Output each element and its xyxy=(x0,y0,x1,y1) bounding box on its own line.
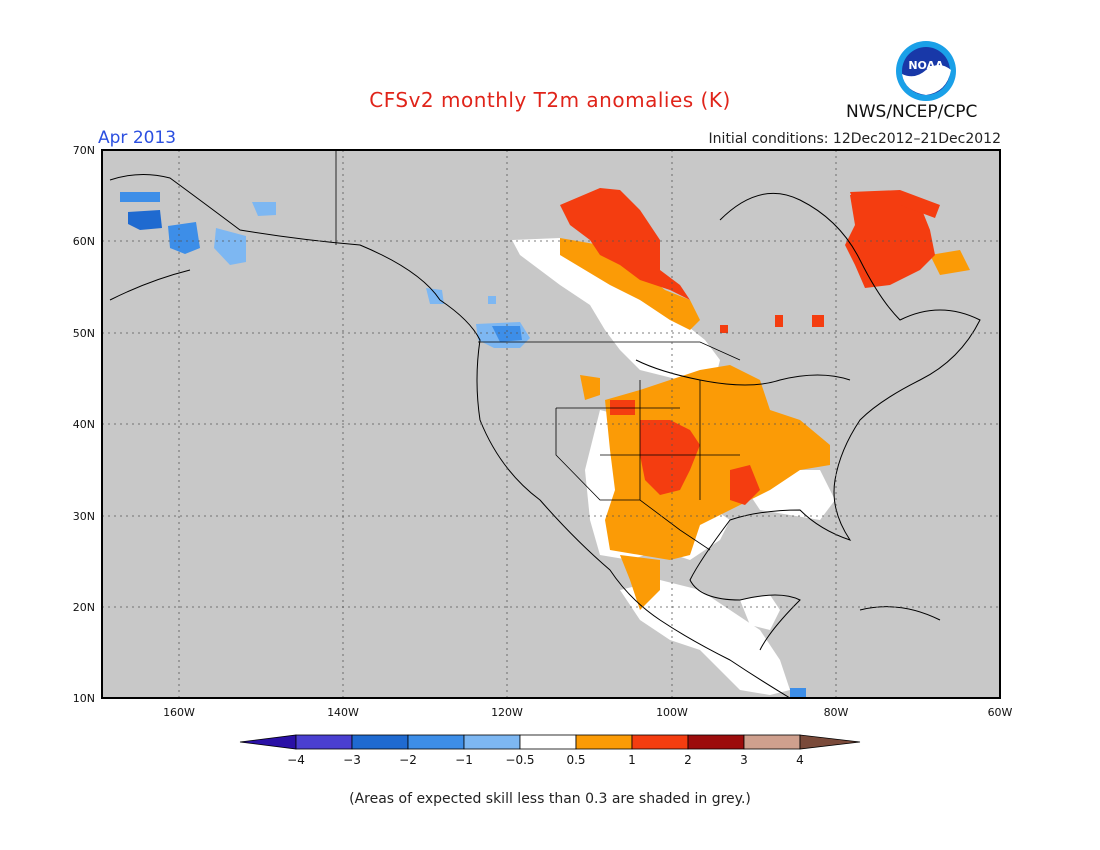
colorbar-swatch xyxy=(631,734,689,750)
colorbar-label: 1 xyxy=(628,753,636,767)
lat-label: 30N xyxy=(73,510,95,523)
colorbar-label: −0.5 xyxy=(505,753,534,767)
lat-label: 60N xyxy=(73,235,95,248)
lon-label: 100W xyxy=(656,706,688,719)
colorbar-label: −2 xyxy=(399,753,417,767)
graticule xyxy=(102,150,1000,698)
noaa-logo-text: NOAA xyxy=(908,59,944,72)
cool-anomaly-regions xyxy=(120,192,806,698)
political-borders xyxy=(335,150,741,551)
forecast-month: Apr 2013 xyxy=(98,128,177,148)
colorbar-swatch xyxy=(575,734,633,750)
colorbar-min-arrow xyxy=(239,734,297,750)
colorbar-swatch xyxy=(743,734,801,750)
colorbar-swatch xyxy=(463,734,521,750)
longitude-labels: 160W 140W 120W 100W 80W 60W xyxy=(163,706,1012,719)
initial-conditions: Initial conditions: 12Dec2012–21Dec2012 xyxy=(708,131,1001,147)
strong-warm-anomaly-regions xyxy=(560,188,940,505)
map-title: CFSv2 monthly T2m anomalies (K) xyxy=(369,88,731,112)
colorbar-swatch xyxy=(351,734,409,750)
colorbar-labels: −4 −3 −2 −1 −0.5 0.5 1 2 3 4 xyxy=(287,753,804,767)
lat-label: 70N xyxy=(73,144,95,157)
lat-label: 50N xyxy=(73,327,95,340)
colorbar-swatch xyxy=(519,734,577,750)
colorbar-swatch xyxy=(407,734,465,750)
warm-anomaly-regions xyxy=(560,238,970,610)
lon-label: 140W xyxy=(327,706,359,719)
coastlines xyxy=(109,174,981,698)
colorbar-label: 3 xyxy=(740,753,748,767)
lon-label: 80W xyxy=(824,706,849,719)
agency-label: NWS/NCEP/CPC xyxy=(846,102,978,122)
lat-label: 10N xyxy=(73,692,95,705)
colorbar xyxy=(239,734,861,750)
latitude-labels: 70N 60N 50N 40N 30N 20N 10N xyxy=(73,144,95,705)
noaa-logo: NOAA xyxy=(895,40,957,106)
lon-label: 120W xyxy=(491,706,523,719)
colorbar-swatch xyxy=(295,734,353,750)
lon-label: 60W xyxy=(988,706,1013,719)
colorbar-label: −4 xyxy=(287,753,305,767)
colorbar-label: 4 xyxy=(796,753,804,767)
colorbar-label: −1 xyxy=(455,753,473,767)
lat-label: 40N xyxy=(73,418,95,431)
colorbar-label: −3 xyxy=(343,753,361,767)
lat-label: 20N xyxy=(73,601,95,614)
colorbar-label: 0.5 xyxy=(566,753,585,767)
colorbar-swatch xyxy=(687,734,745,750)
skill-note: (Areas of expected skill less than 0.3 a… xyxy=(349,791,751,807)
lon-label: 160W xyxy=(163,706,195,719)
map-frame xyxy=(101,149,1001,699)
colorbar-label: 2 xyxy=(684,753,692,767)
colorbar-max-arrow xyxy=(799,734,861,750)
